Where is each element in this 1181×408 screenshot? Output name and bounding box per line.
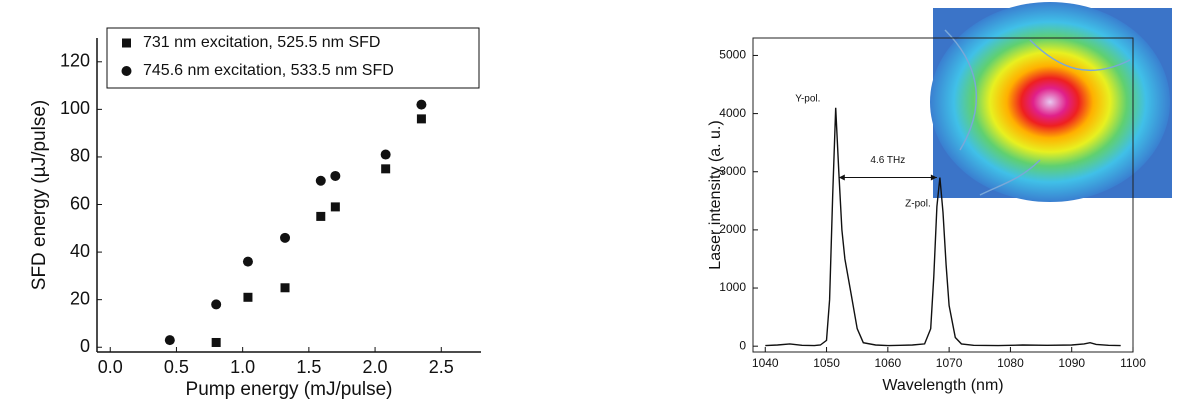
- x-tick-label: 1090: [1058, 356, 1085, 370]
- x-tick-label: 1080: [997, 356, 1024, 370]
- legend-swatch: [121, 66, 132, 76]
- point: [242, 256, 253, 267]
- x-tick-label: 1100: [1120, 356, 1146, 370]
- legend-box: [106, 27, 480, 89]
- point: [211, 299, 222, 310]
- y-tick-label: 0: [80, 336, 90, 356]
- y-tick-label: 40: [70, 241, 90, 261]
- spectrum-line: [765, 107, 1121, 347]
- point: [330, 170, 341, 181]
- point: [243, 292, 253, 302]
- point: [330, 202, 340, 212]
- point: [381, 164, 391, 174]
- y-tick-label: 100: [60, 98, 90, 118]
- x-tick-label: 1050: [813, 356, 840, 370]
- point: [280, 283, 290, 293]
- y-tick-label: 2000: [719, 222, 746, 236]
- point: [316, 211, 326, 221]
- y-axis-label: Laser intensity (a. u.): [707, 120, 724, 269]
- y-tick-label: 0: [739, 338, 746, 352]
- point: [211, 337, 221, 347]
- x-tick-label: 1070: [936, 356, 963, 370]
- y-tick-label: 60: [70, 193, 90, 213]
- x-tick-label: 1.5: [296, 357, 321, 377]
- annotation: 4.6 THz: [870, 155, 905, 166]
- annotation: Y-pol.: [795, 94, 820, 105]
- x-tick-label: 2.5: [429, 357, 454, 377]
- point: [416, 114, 426, 124]
- chart: 0.0 0.5 1.0 1.5 2.0 2.5 0 20 40 60 80 100 120 Pump en…: [29, 27, 481, 400]
- inset-image: [930, 2, 1172, 202]
- point: [416, 99, 427, 110]
- point: [315, 175, 326, 186]
- y-tick-label: 4000: [719, 106, 746, 120]
- y-tick-label: 80: [70, 146, 90, 166]
- point: [280, 232, 291, 243]
- inset-beam: [930, 2, 1170, 202]
- point: [380, 149, 391, 160]
- y-tick-label: 20: [70, 288, 90, 308]
- plot-frame: [752, 37, 1134, 353]
- inset-fiber-lines: [944, 29, 1131, 196]
- legend-label: 745.6 nm excitation, 533.5 nm SFD: [143, 62, 394, 79]
- chart: 1040 1050 1060 1070 1080 1090 1100 0 1000 2000 300…: [707, 37, 1146, 394]
- x-tick-label: 1060: [874, 356, 901, 370]
- y-tick-label: 1000: [719, 280, 746, 294]
- legend-label: 731 nm excitation, 525.5 nm SFD: [143, 34, 380, 51]
- x-tick-label: 1040: [752, 356, 779, 370]
- point: [164, 335, 175, 346]
- y-axis-label: SFD energy (µJ/pulse): [29, 100, 50, 290]
- annotation: Z-pol.: [905, 198, 931, 209]
- x-tick-label: 2.0: [363, 357, 388, 377]
- legend-swatch: [122, 38, 131, 48]
- x-axis-label: Wavelength (nm): [882, 377, 1003, 394]
- x-axis-label: Pump energy (mJ/pulse): [186, 379, 393, 400]
- y-tick-label: 120: [60, 51, 90, 71]
- x-tick-label: 1.0: [230, 357, 255, 377]
- legend: 731 nm excitation, 525.5 nm SFD 745.6 nm …: [106, 27, 480, 89]
- x-tick-label: 0.0: [98, 357, 123, 377]
- y-tick-label: 3000: [719, 164, 746, 178]
- x-tick-label: 0.5: [164, 357, 189, 377]
- y-tick-label: 5000: [719, 48, 746, 62]
